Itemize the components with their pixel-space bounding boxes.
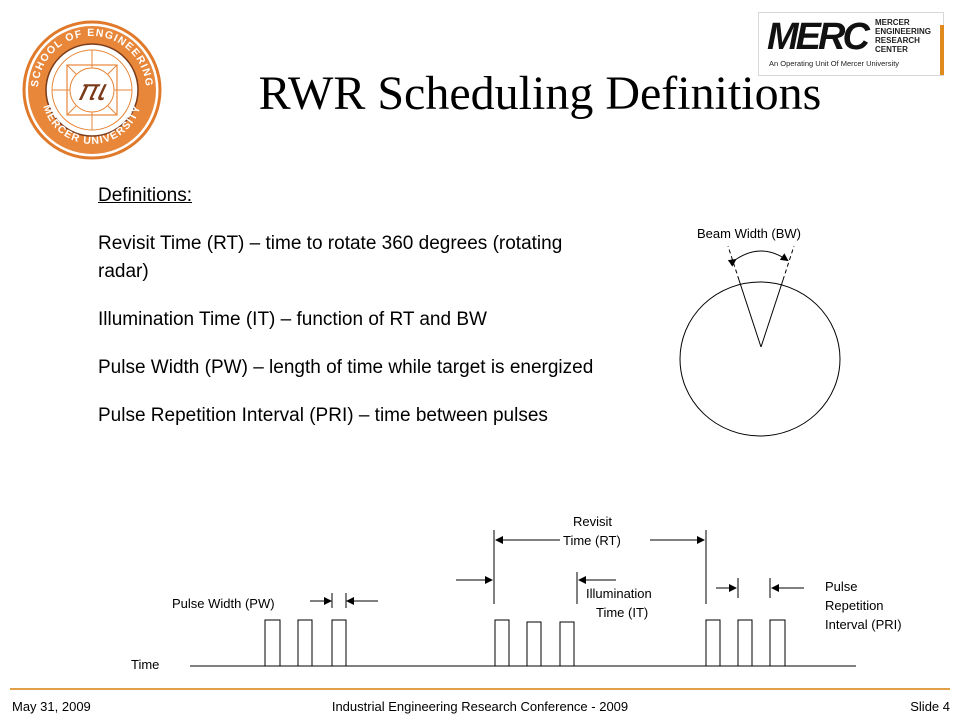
time-axis-label: Time: [131, 657, 160, 672]
merc-logo-accent-bar: [940, 25, 944, 75]
pulse: [264, 619, 281, 666]
definitions-heading: Definitions:: [98, 185, 192, 206]
pulse: [705, 619, 721, 666]
pulse: [737, 619, 753, 666]
footer-divider: [10, 688, 950, 690]
pulse: [331, 619, 347, 666]
footer-date: May 31, 2009: [12, 699, 91, 714]
beam-width-arc: [727, 250, 789, 267]
footer-slide-number: Slide 4: [910, 699, 950, 714]
merc-logo-tagline: An Operating Unit Of Mercer University: [769, 59, 900, 68]
pulse: [559, 621, 575, 666]
pri-label-line3: Interval (PRI): [825, 617, 902, 632]
pulse: [526, 621, 542, 666]
pulse: [297, 619, 313, 666]
definition-revisit-time: Revisit Time (RT) – time to rotate 360 d…: [98, 233, 563, 282]
pulse-group-3: [705, 619, 786, 666]
merc-logo-line: MERCER: [875, 18, 910, 27]
pri-label-line2: Repetition: [825, 598, 884, 613]
definition-illumination-time: Illumination Time (IT) – function of RT …: [98, 309, 487, 330]
pri-label-line1: Pulse: [825, 579, 858, 594]
timing-diagram: [190, 530, 856, 667]
pulse-group-1: [264, 619, 347, 666]
merc-logo: MERC MERCER ENGINEERING RESEARCH CENTER …: [758, 12, 944, 76]
pulse: [769, 619, 786, 666]
definition-pulse-width: Pulse Width (PW) – length of time while …: [98, 357, 594, 378]
revisit-time-label-line1: Revisit: [573, 514, 613, 529]
pulse: [494, 619, 510, 666]
merc-logo-lines: MERCER ENGINEERING RESEARCH CENTER: [875, 18, 939, 54]
pulse-width-label: Pulse Width (PW): [172, 596, 275, 611]
school-seal-icon: SCHOOL OF ENGINEERING MERCER UNIVERSITY …: [22, 20, 162, 160]
beam-dash-right: [782, 245, 795, 281]
merc-logo-word: MERC: [767, 16, 870, 58]
merc-logo-line: CENTER: [875, 45, 908, 54]
merc-logo-line: ENGINEERING: [875, 27, 932, 36]
merc-logo-line: RESEARCH: [875, 36, 920, 45]
illumination-time-label-line1: Illumination: [586, 586, 652, 601]
illumination-time-label-line2: Time (IT): [596, 605, 649, 620]
beam-edge-left: [738, 279, 762, 348]
beam-edge-right: [760, 279, 784, 348]
definition-pri: Pulse Repetition Interval (PRI) – time b…: [98, 405, 548, 426]
beam-width-label: Beam Width (BW): [697, 226, 802, 241]
definitions-block: Definitions: Revisit Time (RT) – time to…: [98, 182, 698, 450]
slide-title: RWR Scheduling Definitions: [258, 67, 822, 120]
beam-dash-left: [727, 245, 740, 281]
seal-center-glyph: 𝜋𝜄: [79, 74, 108, 107]
beam-width-diagram: [679, 245, 841, 437]
revisit-time-label-line2: Time (RT): [563, 533, 621, 548]
radar-coverage-circle: [679, 281, 841, 437]
footer-conference: Industrial Engineering Research Conferen…: [331, 699, 629, 714]
pulse-group-2: [494, 619, 575, 666]
